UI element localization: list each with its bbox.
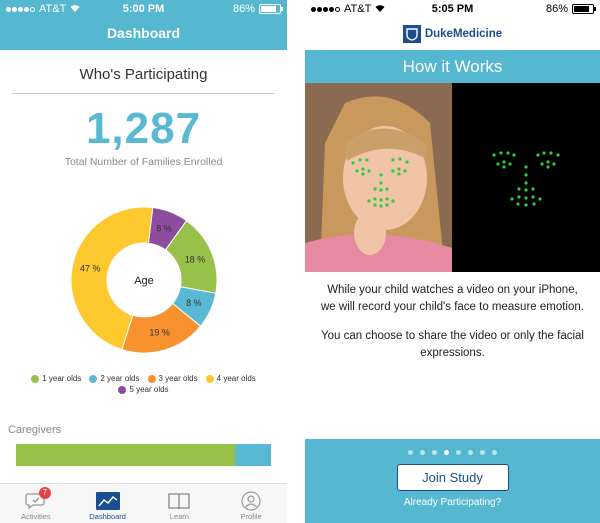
legend-item: 5 year olds (118, 385, 169, 394)
already-participating-link[interactable]: Already Participating? (403, 497, 502, 508)
legend-swatch (31, 374, 40, 383)
footer-panel: Join Study Already Participating? (305, 439, 600, 523)
legend-label: 3 year olds (158, 374, 198, 383)
slice-label: 8 % (186, 298, 202, 308)
caregivers-bar (16, 444, 271, 466)
section-title: Who's Participating (79, 66, 208, 83)
caregivers-bar-secondary (235, 444, 271, 466)
status-time: 5:00 PM (122, 3, 165, 15)
description: While your child watches a video on your… (305, 272, 600, 362)
legend-swatch (89, 374, 98, 383)
signal-icon (6, 6, 35, 12)
dashboard-screen: AT&T 5:00 PM 86% Dashboard Who's Partici… (0, 0, 287, 523)
face-tracking-illustration (305, 83, 600, 272)
status-time: 5:05 PM (431, 3, 474, 15)
legend-label: 1 year olds (42, 374, 82, 383)
donut-slice-4-year-olds (70, 206, 153, 351)
battery-icon (259, 4, 283, 14)
page-dot[interactable] (480, 450, 485, 455)
legend-label: 5 year olds (129, 385, 169, 394)
nav-title: Dashboard (106, 25, 181, 41)
legend-label: 4 year olds (216, 374, 256, 383)
caregivers-label: Caregivers (8, 424, 62, 436)
slice-label: 18 % (184, 254, 205, 264)
facial-landmarks-graphic (492, 151, 560, 207)
brand-name: DukeMedicine (424, 28, 503, 40)
signal-icon (311, 6, 340, 12)
battery-icon (572, 4, 596, 14)
how-it-works-screen: AT&T 5:05 PM 86% DukeMedicine How it Wor… (305, 0, 600, 523)
slice-label: 8 % (156, 224, 172, 234)
legend-item: 4 year olds (205, 374, 256, 383)
duke-shield-icon (402, 25, 421, 43)
slice-label: 47 % (79, 263, 100, 273)
legend-item: 1 year olds (31, 374, 81, 383)
book-icon (168, 490, 191, 512)
page-dot[interactable] (456, 450, 461, 455)
page-dot[interactable] (408, 450, 413, 455)
carrier-label: AT&T (344, 3, 372, 15)
tab-learn[interactable]: Learn (144, 484, 216, 523)
legend-label: 2 year olds (100, 374, 140, 383)
tab-label: Learn (169, 512, 189, 521)
activities-badge: 7 (38, 487, 51, 499)
description-paragraph-2: You can choose to share the video or onl… (321, 330, 584, 359)
page-dot[interactable] (492, 450, 497, 455)
legend-swatch (205, 374, 214, 383)
page-dot[interactable] (432, 450, 437, 455)
page-dot[interactable] (468, 450, 473, 455)
tab-dashboard[interactable]: Dashboard (72, 484, 144, 523)
description-paragraph-1: While your child watches a video on your… (321, 284, 584, 313)
caregivers-bar-primary (16, 444, 236, 466)
slice-label: 19 % (149, 328, 170, 338)
dashboard-header: AT&T 5:00 PM 86% Dashboard (0, 0, 287, 50)
legend-item: 2 year olds (89, 374, 140, 383)
tab-activities[interactable]: 7 Activities (0, 484, 72, 523)
how-it-works-title: How it Works (305, 50, 600, 83)
page-dot[interactable] (444, 450, 449, 455)
divider (12, 93, 275, 94)
total-families: 1,287 (85, 104, 202, 153)
join-study-button[interactable]: Join Study (396, 464, 509, 491)
donut-center-label: Age (134, 275, 154, 287)
tab-label: Profile (240, 512, 262, 521)
tab-label: Dashboard (89, 512, 126, 521)
status-bar: AT&T 5:05 PM 86% (305, 0, 600, 18)
wifi-icon (375, 3, 385, 15)
total-caption: Total Number of Families Enrolled (64, 156, 223, 168)
legend-swatch (118, 385, 127, 394)
age-donut-chart: 8 % 18 % 8 % 19 % 47 % Age (64, 200, 224, 360)
wifi-icon (70, 3, 80, 15)
child-photo-graphic (305, 83, 452, 272)
donut-svg: 8 % 18 % 8 % 19 % 47 % Age (70, 206, 217, 354)
page-indicator[interactable] (305, 450, 600, 455)
carrier-label: AT&T (39, 3, 67, 15)
tab-label: Activities (21, 512, 51, 521)
landmark-overlay (452, 83, 600, 272)
legend-swatch (147, 374, 156, 383)
battery-percent: 86% (545, 3, 568, 15)
legend-item: 3 year olds (147, 374, 198, 383)
battery-percent: 86% (232, 3, 255, 15)
status-bar: AT&T 5:00 PM 86% (0, 0, 287, 18)
person-icon (241, 490, 261, 512)
tab-profile[interactable]: Profile (215, 484, 287, 523)
page-dot[interactable] (420, 450, 425, 455)
tab-bar: 7 Activities Dashboard Learn Profile (0, 483, 287, 523)
chart-legend: 1 year olds 2 year olds 3 year olds 4 year … (18, 374, 269, 394)
chart-icon (95, 490, 120, 512)
brand-logo: DukeMedicine (305, 18, 600, 50)
child-photo (305, 83, 452, 272)
